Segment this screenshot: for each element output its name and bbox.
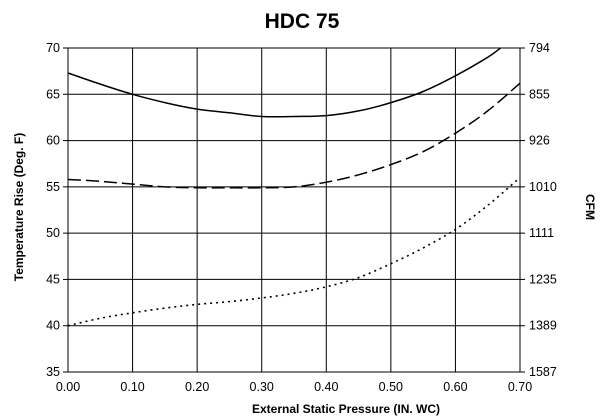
series-line-solid — [67, 47, 502, 118]
x-tick-label: 0.50 — [379, 380, 403, 394]
y2-tick-label: 1587 — [529, 365, 557, 379]
y-axis-ticks: 35 40 45 50 55 60 65 70 — [46, 41, 68, 379]
y-tick-label: 45 — [46, 272, 60, 286]
y2-tick-label: 926 — [529, 134, 550, 148]
y-tick-label: 70 — [46, 41, 60, 55]
x-tick-label: 0.60 — [443, 380, 467, 394]
grid — [68, 48, 520, 372]
y-axis-label: Temperature Rise (Deg. F) — [12, 133, 26, 281]
y2-tick-label: 1389 — [529, 319, 557, 333]
x-tick-label: 0.40 — [314, 380, 338, 394]
x-tick-label: 0.30 — [250, 380, 274, 394]
y-tick-label: 35 — [46, 365, 60, 379]
series-group — [67, 47, 521, 327]
y-tick-label: 65 — [46, 87, 60, 101]
plot-frame — [67, 47, 521, 373]
y2-tick-label: 1111 — [529, 226, 554, 240]
series-line-dashed — [67, 82, 521, 189]
y2-tick-label: 1010 — [529, 180, 557, 194]
y-tick-label: 60 — [46, 134, 60, 148]
x-tick-label: 0.70 — [508, 380, 532, 394]
x-axis-label: External Static Pressure (IN. WC) — [252, 402, 440, 416]
x-tick-label: 0.10 — [120, 380, 144, 394]
x-tick-label: 0.00 — [56, 380, 80, 394]
x-tick-label: 0.20 — [185, 380, 209, 394]
y2-tick-label: 794 — [529, 41, 550, 55]
y-tick-label: 55 — [46, 180, 60, 194]
x-axis-ticks: 0.00 0.10 0.20 0.30 0.40 0.50 0.60 0.70 — [56, 380, 532, 394]
y2-tick-label: 855 — [529, 87, 550, 101]
y-tick-label: 40 — [46, 319, 60, 333]
y-tick-label: 50 — [46, 226, 60, 240]
y2-tick-label: 1235 — [529, 272, 557, 286]
series-line-dotted — [67, 176, 521, 327]
y2-axis-label: CFM — [583, 194, 597, 220]
y2-axis-ticks: 794 855 926 1010 1111 1235 1389 1587 — [520, 41, 557, 379]
chart-title: HDC 75 — [265, 10, 340, 33]
